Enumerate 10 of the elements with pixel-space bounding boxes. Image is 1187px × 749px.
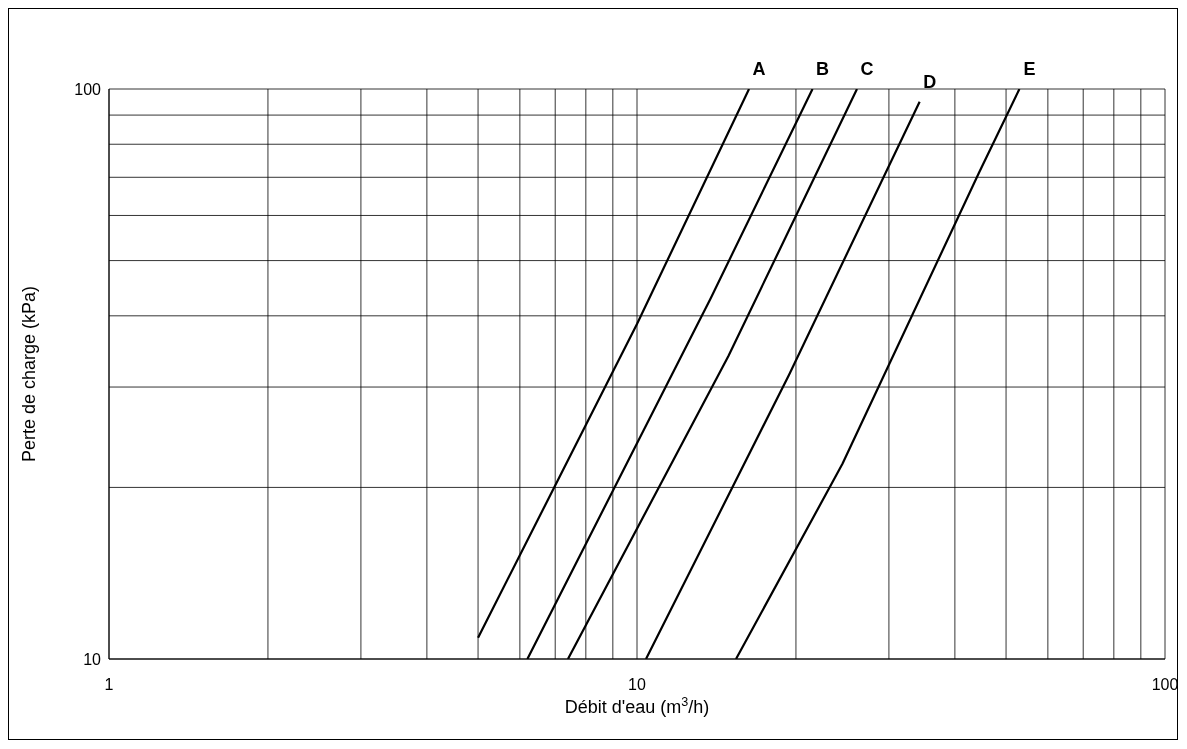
x-tick-label: 10 [628,676,646,694]
x-tick-label: 1 [104,676,114,694]
series-label: E [1023,59,1036,79]
series-label: C [860,59,874,79]
x-axis-title: Débit d'eau (m$^{3}$/h) [564,695,710,717]
x-tick-label: 100 [1151,676,1179,694]
series-label: B [816,59,830,79]
y-axis-title: Perte de charge (kPa) [19,285,40,463]
series-label: D [923,71,937,92]
series-label: A [752,59,766,79]
